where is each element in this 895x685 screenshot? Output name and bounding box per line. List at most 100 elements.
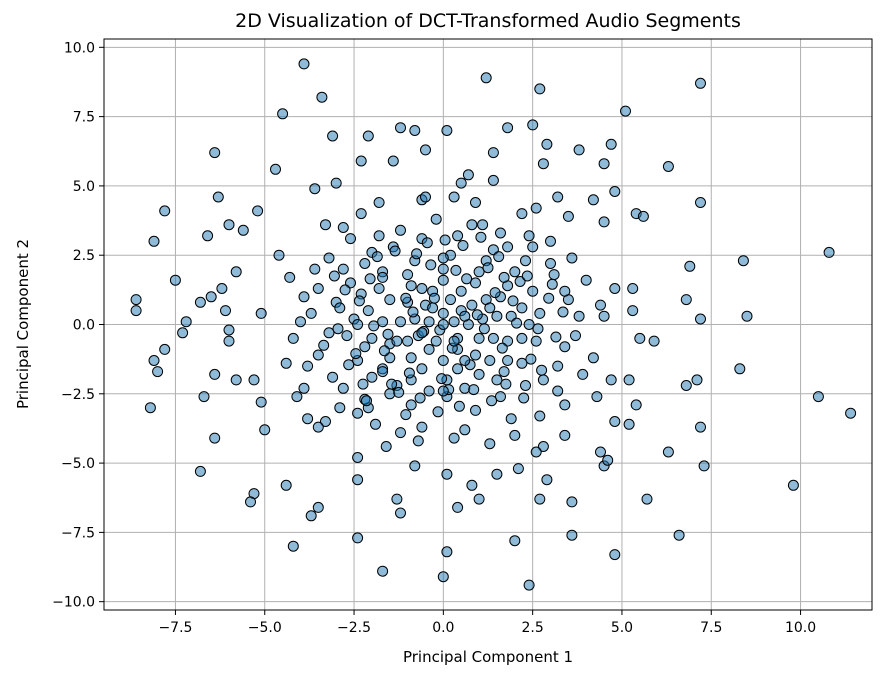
data-point	[534, 307, 546, 319]
data-point	[352, 452, 364, 463]
data-point	[498, 271, 510, 283]
data-point	[223, 324, 235, 336]
data-point	[537, 441, 549, 452]
data-point	[287, 332, 299, 344]
data-point	[391, 493, 403, 505]
data-point	[525, 353, 537, 365]
data-point	[377, 565, 389, 577]
data-point	[194, 296, 206, 308]
data-point	[530, 335, 542, 347]
x-tick-label: 2.5	[522, 620, 544, 636]
data-point	[466, 219, 478, 231]
data-point	[489, 287, 501, 299]
data-point	[130, 294, 142, 306]
data-point	[352, 319, 364, 330]
data-point	[587, 194, 599, 206]
data-point	[169, 274, 181, 286]
data-point	[230, 266, 242, 278]
data-point	[441, 468, 453, 480]
data-point	[559, 285, 571, 297]
y-tick-label: −10.0	[52, 595, 95, 611]
data-point	[416, 283, 428, 294]
data-point	[543, 292, 555, 304]
data-point	[505, 413, 517, 425]
data-point	[452, 501, 464, 513]
data-point	[595, 446, 606, 458]
data-point	[280, 479, 292, 491]
data-point	[259, 424, 271, 436]
data-point	[523, 579, 535, 591]
data-point	[355, 155, 367, 167]
x-axis-label: Principal Component 1	[403, 648, 573, 666]
data-point	[468, 384, 480, 396]
data-point	[330, 177, 342, 189]
y-tick-label: 2.5	[73, 248, 95, 264]
data-point	[587, 352, 599, 364]
data-point	[527, 241, 539, 253]
data-point	[373, 230, 385, 242]
data-point	[273, 249, 285, 261]
data-point	[530, 202, 542, 214]
data-point	[445, 294, 456, 306]
data-point	[566, 252, 578, 264]
axis-ticks: −7.5 −5.0 −2.5 0.0 2.5 5.0 7.5 10.0 −10.0 −7.5 −5.…	[52, 40, 816, 636]
x-tick-label: 7.5	[700, 620, 722, 636]
data-point	[591, 391, 603, 403]
data-point	[371, 251, 383, 263]
data-point	[409, 460, 421, 472]
data-point	[605, 374, 617, 386]
data-point	[198, 391, 210, 403]
data-point	[423, 316, 435, 328]
data-point	[387, 155, 399, 167]
x-tick-label: 10.0	[785, 620, 816, 636]
data-point	[459, 424, 471, 436]
data-point	[475, 231, 487, 243]
data-point	[473, 266, 485, 278]
data-point	[500, 378, 512, 390]
data-point	[516, 332, 528, 344]
data-point	[448, 432, 460, 444]
data-point	[395, 427, 406, 439]
data-point	[380, 441, 392, 452]
data-point	[541, 474, 553, 486]
data-point	[470, 349, 481, 361]
data-point	[520, 255, 531, 267]
y-tick-label: 0.0	[73, 318, 95, 334]
data-point	[448, 191, 460, 203]
data-point	[295, 316, 306, 328]
data-point	[845, 407, 857, 419]
data-point	[598, 158, 610, 170]
data-point	[623, 418, 635, 430]
data-point	[320, 416, 331, 427]
gridlines	[104, 39, 872, 610]
data-point	[416, 421, 428, 433]
data-point	[437, 252, 449, 264]
data-point	[255, 307, 267, 319]
data-point	[602, 454, 614, 466]
data-point	[395, 224, 406, 236]
data-point	[305, 510, 317, 522]
data-point	[695, 77, 706, 89]
data-point	[534, 493, 546, 505]
data-point	[484, 355, 496, 366]
data-point	[741, 310, 753, 322]
data-point	[459, 382, 471, 394]
data-point	[478, 323, 490, 335]
data-point	[362, 130, 374, 142]
data-point	[627, 283, 639, 294]
data-point	[461, 273, 473, 285]
data-point	[437, 385, 449, 397]
data-point	[212, 191, 224, 203]
data-point	[480, 72, 492, 84]
data-point	[441, 125, 453, 136]
data-point	[328, 270, 340, 282]
data-point	[516, 302, 528, 314]
data-point	[623, 374, 635, 386]
data-point	[680, 294, 692, 306]
data-point	[502, 241, 514, 253]
data-point	[420, 144, 431, 156]
data-point	[511, 317, 523, 329]
data-point	[382, 328, 394, 340]
y-tick-label: −7.5	[61, 525, 95, 541]
